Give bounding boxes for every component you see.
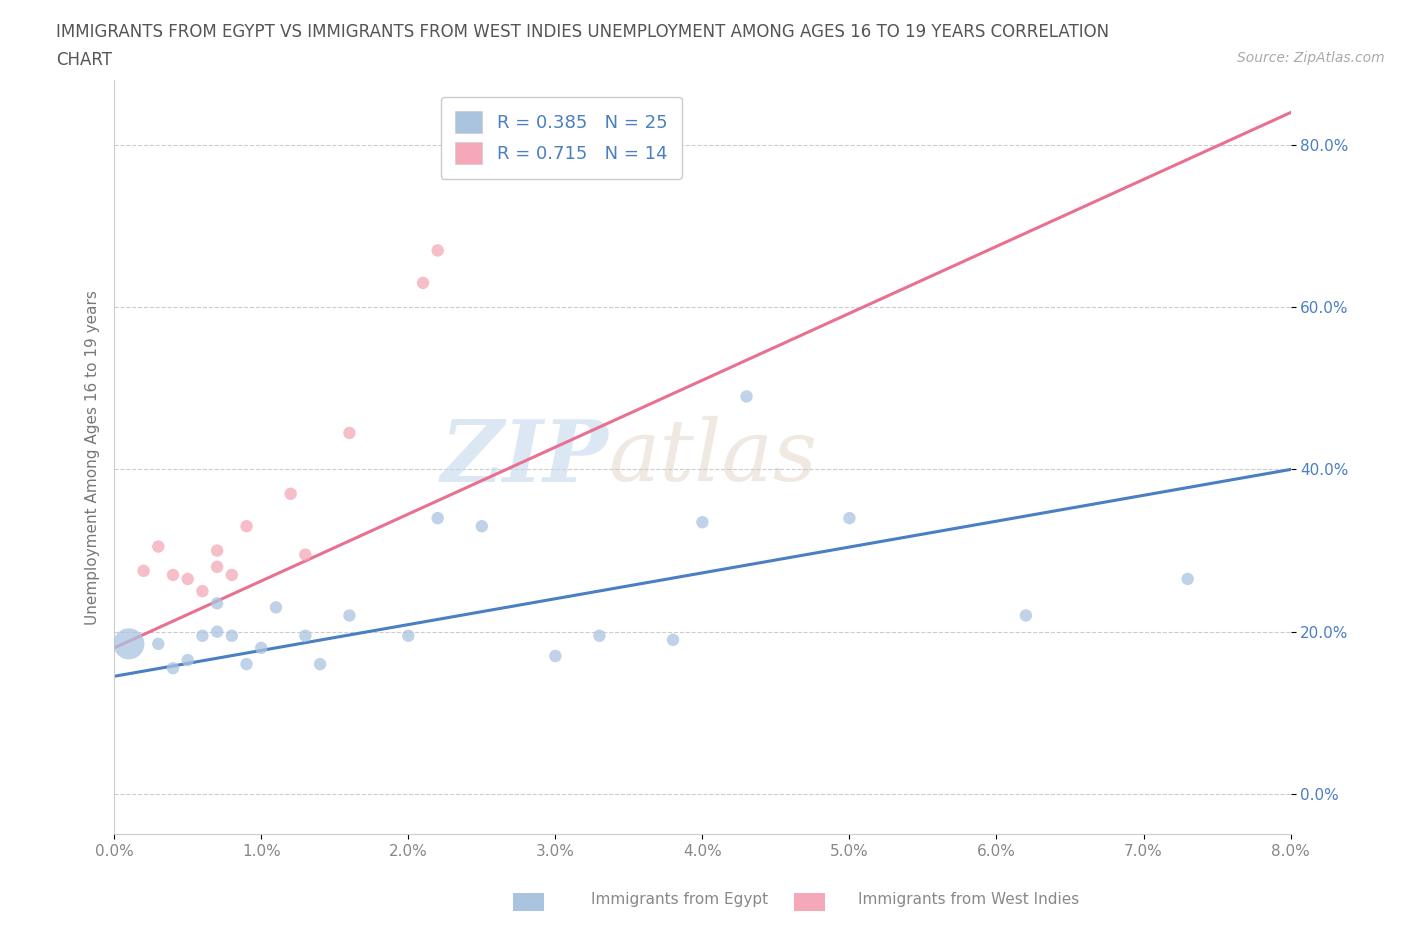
Point — [191, 584, 214, 599]
Point — [132, 564, 155, 578]
Point — [426, 511, 449, 525]
Point — [309, 657, 332, 671]
Point — [588, 629, 610, 644]
Text: ZIP: ZIP — [440, 416, 609, 499]
Point — [1015, 608, 1038, 623]
Point — [294, 547, 316, 562]
Point — [692, 514, 714, 529]
Point — [426, 243, 449, 258]
Point — [396, 629, 419, 644]
Point — [162, 660, 184, 675]
Point — [205, 559, 228, 574]
Point — [205, 543, 228, 558]
Point — [162, 567, 184, 582]
Point — [221, 567, 243, 582]
Point — [280, 486, 302, 501]
Legend: R = 0.385   N = 25, R = 0.715   N = 14: R = 0.385 N = 25, R = 0.715 N = 14 — [440, 97, 682, 179]
Point — [235, 519, 257, 534]
Text: CHART: CHART — [56, 51, 112, 69]
Point — [412, 275, 434, 290]
Y-axis label: Unemployment Among Ages 16 to 19 years: Unemployment Among Ages 16 to 19 years — [86, 290, 100, 625]
Point — [339, 426, 361, 441]
Point — [735, 389, 758, 404]
Text: Source: ZipAtlas.com: Source: ZipAtlas.com — [1237, 51, 1385, 65]
Text: Immigrants from West Indies: Immigrants from West Indies — [858, 892, 1078, 907]
Point — [1177, 572, 1199, 587]
Point — [544, 648, 567, 663]
Point — [148, 636, 170, 651]
Point — [294, 629, 316, 644]
Point — [118, 636, 141, 651]
Point — [177, 572, 200, 587]
Point — [205, 596, 228, 611]
Point — [191, 629, 214, 644]
Point — [264, 600, 287, 615]
Point — [838, 511, 860, 525]
Text: IMMIGRANTS FROM EGYPT VS IMMIGRANTS FROM WEST INDIES UNEMPLOYMENT AMONG AGES 16 : IMMIGRANTS FROM EGYPT VS IMMIGRANTS FROM… — [56, 23, 1109, 41]
Point — [177, 653, 200, 668]
Text: atlas: atlas — [609, 416, 817, 498]
Point — [235, 657, 257, 671]
Point — [205, 624, 228, 639]
Point — [250, 641, 273, 656]
Point — [148, 539, 170, 554]
Point — [662, 632, 685, 647]
Point — [221, 629, 243, 644]
Point — [339, 608, 361, 623]
Point — [471, 519, 494, 534]
Text: Immigrants from Egypt: Immigrants from Egypt — [591, 892, 768, 907]
